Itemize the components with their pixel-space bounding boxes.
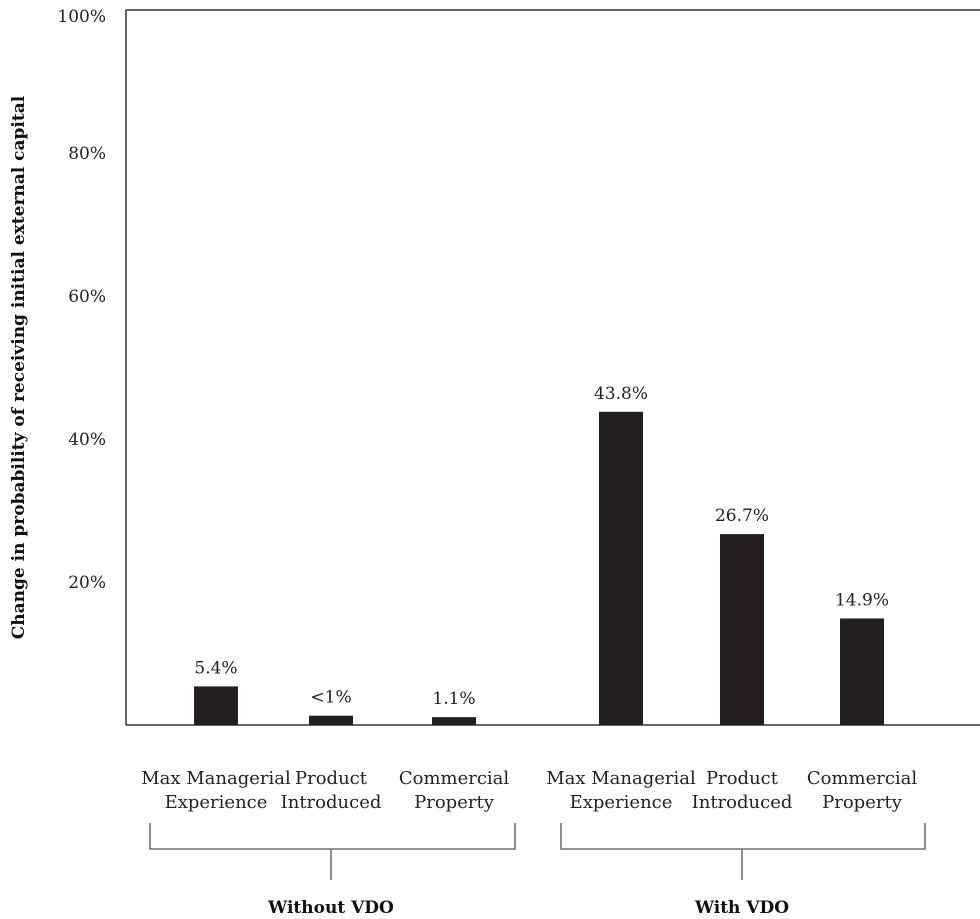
bar bbox=[194, 686, 238, 725]
category-label: Product bbox=[295, 768, 368, 789]
bar-value-label: 43.8% bbox=[594, 384, 648, 404]
bar bbox=[720, 534, 764, 725]
bar-value-label: <1% bbox=[310, 688, 351, 708]
category-label: Introduced bbox=[692, 792, 793, 813]
bar bbox=[432, 717, 476, 725]
y-tick-label: 40% bbox=[68, 430, 106, 450]
category-label: Commercial bbox=[399, 768, 510, 789]
bar bbox=[599, 411, 643, 725]
group-label: Without VDO bbox=[267, 898, 394, 918]
y-tick-label: 20% bbox=[68, 573, 106, 593]
bar bbox=[840, 618, 884, 725]
y-tick-label: 60% bbox=[68, 287, 106, 307]
group-bracket bbox=[560, 823, 926, 850]
bar-value-label: 14.9% bbox=[835, 590, 889, 610]
category-label: Property bbox=[822, 792, 903, 813]
bar-value-label: 26.7% bbox=[715, 506, 769, 526]
category-label: Max Managerial bbox=[141, 768, 291, 789]
group-bracket bbox=[149, 823, 516, 850]
category-label: Experience bbox=[165, 792, 268, 813]
y-axis-title: Change in probability of receiving initi… bbox=[9, 95, 29, 639]
bar-value-label: 1.1% bbox=[432, 689, 475, 709]
category-label: Property bbox=[414, 792, 495, 813]
bar bbox=[309, 715, 353, 725]
y-tick-label: 80% bbox=[68, 144, 106, 164]
category-label: Experience bbox=[570, 792, 673, 813]
category-label: Introduced bbox=[281, 792, 382, 813]
category-label: Max Managerial bbox=[546, 768, 696, 789]
y-tick-label: 100% bbox=[57, 7, 106, 27]
category-label: Product bbox=[706, 768, 779, 789]
category-label: Commercial bbox=[807, 768, 918, 789]
group-label: With VDO bbox=[694, 898, 789, 918]
bar-value-label: 5.4% bbox=[194, 658, 237, 678]
